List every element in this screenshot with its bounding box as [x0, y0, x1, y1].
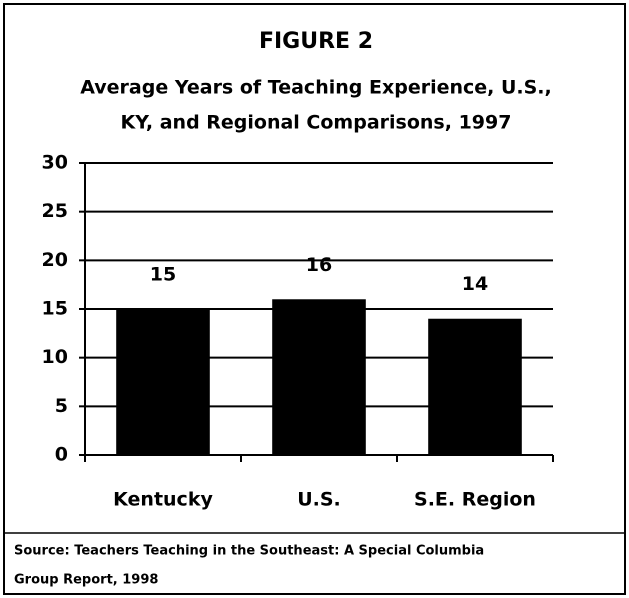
y-tick-label: 30 — [42, 152, 68, 174]
bar — [272, 299, 366, 455]
value-label: 14 — [462, 273, 488, 295]
frame — [3, 3, 626, 595]
source: Group Report, 1998 — [14, 573, 158, 588]
x-tick-label: Kentucky — [113, 489, 213, 511]
y-tick-label: 20 — [42, 249, 68, 271]
y-tick-label: 5 — [55, 395, 68, 417]
x-tick-label: U.S. — [297, 489, 341, 511]
source: Source: Teachers Teaching in the Southea… — [14, 544, 484, 559]
y-tick-label: 15 — [42, 298, 68, 320]
bar — [428, 318, 522, 455]
bar — [116, 309, 210, 455]
x-tick-label: S.E. Region — [414, 489, 536, 511]
chart-title: FIGURE 2 — [259, 29, 373, 54]
y-tick-label: 10 — [42, 346, 68, 368]
value-label: 15 — [150, 264, 176, 286]
y-tick-label: 0 — [55, 444, 68, 466]
chart-subtitle: KY, and Regional Comparisons, 1997 — [121, 112, 512, 134]
chart-subtitle: Average Years of Teaching Experience, U.… — [80, 77, 552, 99]
value-label: 16 — [306, 254, 332, 276]
y-tick-label: 25 — [42, 200, 68, 222]
